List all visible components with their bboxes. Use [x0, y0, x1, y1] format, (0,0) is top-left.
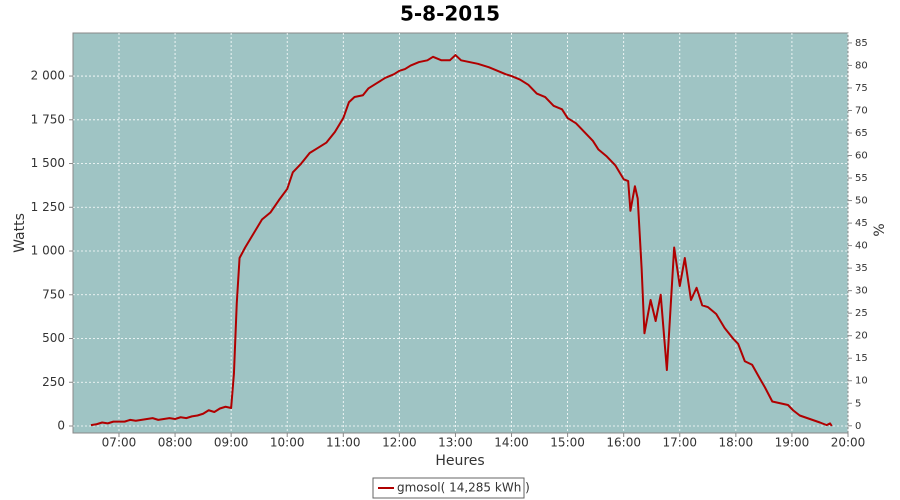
y-tick-label: 750	[42, 287, 65, 301]
y2-tick-label: 15	[855, 353, 868, 364]
y-tick-label: 1 500	[31, 156, 65, 170]
x-tick-label: 20:00	[831, 436, 866, 450]
y2-tick-label: 55	[855, 173, 868, 184]
y2-tick-label: 0	[855, 421, 861, 432]
x-tick-label: 13:00	[438, 436, 473, 450]
plot-area	[72, 32, 849, 434]
x-axis-title: Heures	[435, 453, 484, 469]
y-tick-label: 500	[42, 331, 65, 345]
chart-title: 5-8-2015	[400, 2, 500, 26]
y-tick-label: 250	[42, 375, 65, 389]
y2-tick-label: 10	[855, 376, 868, 387]
y2-tick-label: 45	[855, 218, 868, 229]
y2-tick-label: 30	[855, 286, 868, 297]
x-tick-label: 08:00	[158, 436, 193, 450]
x-tick-label: 09:00	[214, 436, 249, 450]
legend-label: gmosol( 14,285 kWh )	[397, 481, 530, 495]
y2-tick-label: 80	[855, 60, 868, 71]
y-tick-label: 1 750	[31, 112, 65, 126]
y-tick-label: 2 000	[31, 69, 65, 83]
x-tick-label: 15:00	[550, 436, 585, 450]
x-tick-label: 19:00	[775, 436, 810, 450]
y2-tick-label: 40	[855, 241, 868, 252]
y2-tick-label: 85	[855, 38, 868, 49]
y2-tick-label: 25	[855, 308, 868, 319]
legend: gmosol( 14,285 kWh )	[378, 481, 530, 495]
y2-tick-label: 60	[855, 151, 868, 162]
legend-box	[372, 477, 525, 499]
y2-tick-label: 35	[855, 263, 868, 274]
x-tick-label: 18:00	[719, 436, 754, 450]
x-tick-label: 11:00	[326, 436, 361, 450]
y-axis-title: Watts	[12, 213, 28, 253]
x-tick-label: 07:00	[102, 436, 137, 450]
y2-tick-label: 75	[855, 83, 868, 94]
y-tick-label: 1 250	[31, 200, 65, 214]
x-tick-label: 16:00	[606, 436, 641, 450]
y2-tick-label: 20	[855, 331, 868, 342]
x-tick-label: 17:00	[662, 436, 697, 450]
y2-tick-label: 70	[855, 105, 868, 116]
y2-tick-label: 50	[855, 196, 868, 207]
y2-axis-title: %	[872, 223, 888, 236]
x-tick-label: 10:00	[270, 436, 305, 450]
y-tick-label: 0	[57, 419, 65, 433]
y2-tick-label: 5	[855, 398, 861, 409]
y2-tick-label: 65	[855, 128, 868, 139]
x-tick-label: 12:00	[382, 436, 417, 450]
y-tick-label: 1 000	[31, 244, 65, 258]
x-tick-label: 14:00	[494, 436, 529, 450]
data-line	[90, 54, 833, 427]
